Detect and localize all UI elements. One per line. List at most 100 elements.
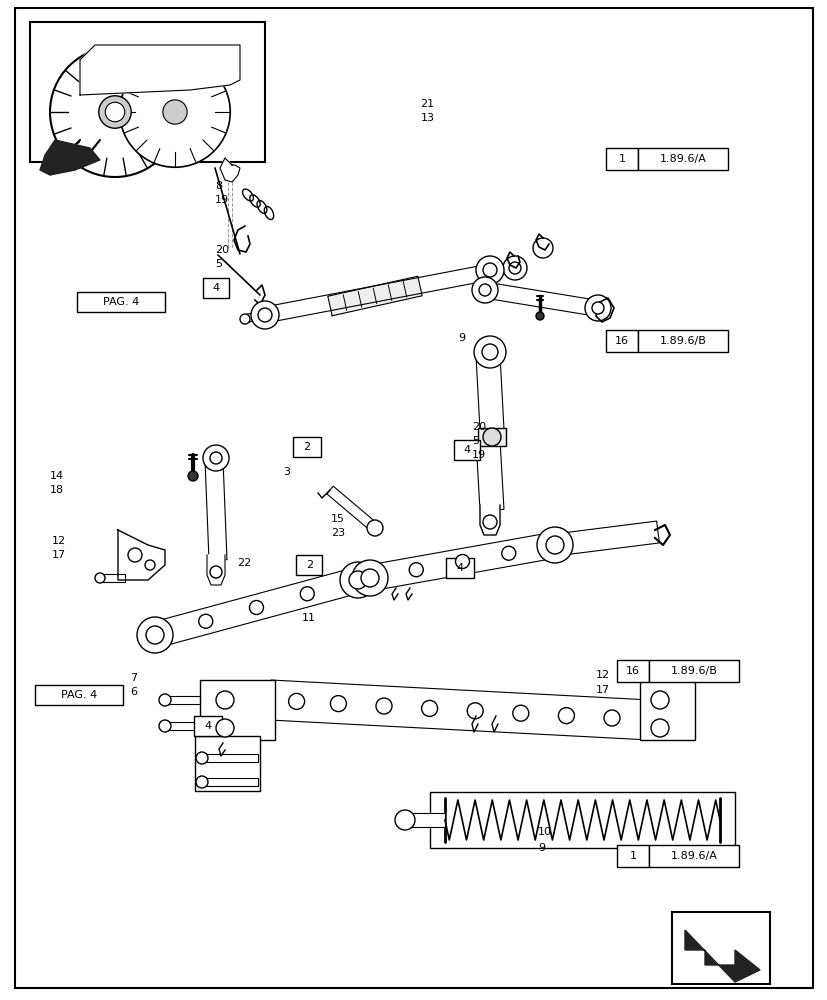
Circle shape xyxy=(409,563,423,577)
Text: 2: 2 xyxy=(305,560,313,570)
Circle shape xyxy=(650,691,668,709)
Polygon shape xyxy=(684,930,759,982)
Circle shape xyxy=(300,587,314,601)
Text: 2: 2 xyxy=(303,442,310,452)
Circle shape xyxy=(585,295,610,321)
Bar xyxy=(194,716,222,736)
Text: 16: 16 xyxy=(625,666,639,676)
Circle shape xyxy=(251,301,279,329)
Circle shape xyxy=(366,520,383,536)
Text: 1.89.6/A: 1.89.6/A xyxy=(670,851,716,861)
Text: 19: 19 xyxy=(215,195,229,205)
Circle shape xyxy=(557,708,574,724)
Polygon shape xyxy=(220,158,240,182)
Text: 23: 23 xyxy=(331,528,345,538)
Polygon shape xyxy=(263,264,491,323)
Text: 4: 4 xyxy=(212,283,219,293)
Text: PAG. 4: PAG. 4 xyxy=(60,690,97,700)
Bar xyxy=(605,148,638,170)
Bar xyxy=(200,680,275,740)
Bar xyxy=(672,912,769,984)
Circle shape xyxy=(603,710,619,726)
Polygon shape xyxy=(80,45,240,95)
Text: 9: 9 xyxy=(458,333,466,343)
Polygon shape xyxy=(202,754,258,762)
Text: 10: 10 xyxy=(538,827,552,837)
Circle shape xyxy=(482,263,496,277)
Polygon shape xyxy=(476,439,504,511)
Circle shape xyxy=(340,562,375,598)
Bar xyxy=(429,792,734,848)
Circle shape xyxy=(421,700,437,716)
Circle shape xyxy=(210,452,222,464)
Circle shape xyxy=(249,600,263,614)
Polygon shape xyxy=(367,532,557,591)
Text: 1.89.6/B: 1.89.6/B xyxy=(670,666,716,676)
Circle shape xyxy=(196,752,208,764)
Circle shape xyxy=(198,614,213,628)
Polygon shape xyxy=(327,276,422,316)
Circle shape xyxy=(591,302,603,314)
Text: 17: 17 xyxy=(52,550,66,560)
Text: 19: 19 xyxy=(471,450,485,460)
Text: 21: 21 xyxy=(420,99,434,109)
Circle shape xyxy=(258,308,272,322)
Polygon shape xyxy=(476,354,504,431)
Circle shape xyxy=(501,546,515,560)
Text: 3: 3 xyxy=(283,467,289,477)
Bar xyxy=(477,428,505,446)
Text: 22: 22 xyxy=(237,558,251,568)
Circle shape xyxy=(481,344,497,360)
Circle shape xyxy=(455,554,469,568)
Circle shape xyxy=(196,776,208,788)
Bar xyxy=(30,22,265,162)
Text: 1: 1 xyxy=(629,851,636,861)
Circle shape xyxy=(394,810,414,830)
Polygon shape xyxy=(168,696,200,704)
Text: 9: 9 xyxy=(538,843,545,853)
Circle shape xyxy=(466,703,483,719)
Bar xyxy=(638,148,727,170)
Bar xyxy=(605,330,638,352)
Text: 4: 4 xyxy=(456,563,463,573)
Polygon shape xyxy=(207,555,225,585)
Circle shape xyxy=(145,560,155,570)
Text: 8: 8 xyxy=(215,181,222,191)
Polygon shape xyxy=(404,813,444,827)
Bar xyxy=(77,292,165,312)
Polygon shape xyxy=(247,311,265,322)
Bar xyxy=(639,678,694,740)
Bar xyxy=(203,278,228,298)
Circle shape xyxy=(479,284,490,296)
Text: 4: 4 xyxy=(462,445,470,455)
Circle shape xyxy=(471,277,497,303)
Circle shape xyxy=(216,719,234,737)
Circle shape xyxy=(482,428,500,446)
Circle shape xyxy=(330,696,346,712)
Circle shape xyxy=(98,96,131,128)
Text: 1.89.6/A: 1.89.6/A xyxy=(659,154,705,164)
Circle shape xyxy=(476,256,504,284)
Circle shape xyxy=(128,548,141,562)
Text: 14: 14 xyxy=(50,471,64,481)
Circle shape xyxy=(509,262,520,274)
Text: 18: 18 xyxy=(50,485,64,495)
Polygon shape xyxy=(269,680,650,740)
Circle shape xyxy=(120,57,230,167)
Bar xyxy=(648,660,738,682)
Circle shape xyxy=(216,691,234,709)
Circle shape xyxy=(163,100,187,124)
Circle shape xyxy=(159,720,171,732)
Polygon shape xyxy=(118,530,165,580)
Circle shape xyxy=(375,698,391,714)
Text: 4: 4 xyxy=(204,721,212,731)
Circle shape xyxy=(136,617,173,653)
Circle shape xyxy=(482,515,496,529)
Circle shape xyxy=(240,314,250,324)
Bar xyxy=(195,736,260,791)
Text: 12: 12 xyxy=(52,536,66,546)
Text: 1: 1 xyxy=(618,154,624,164)
Text: 11: 11 xyxy=(302,613,316,623)
Text: 5: 5 xyxy=(471,436,478,446)
Circle shape xyxy=(159,694,171,706)
